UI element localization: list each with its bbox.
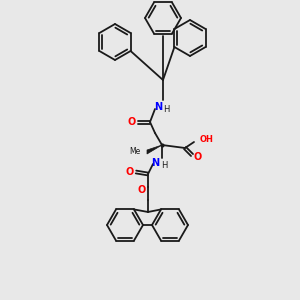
Text: O: O <box>138 185 146 195</box>
Text: N: N <box>154 102 162 112</box>
Text: O: O <box>126 167 134 177</box>
Polygon shape <box>147 145 162 154</box>
Text: H: H <box>163 106 169 115</box>
Text: N: N <box>151 158 159 168</box>
Text: OH: OH <box>200 136 214 145</box>
Text: H: H <box>161 161 167 170</box>
Text: O: O <box>194 152 202 162</box>
Text: O: O <box>128 117 136 127</box>
Text: Me: Me <box>130 148 141 157</box>
